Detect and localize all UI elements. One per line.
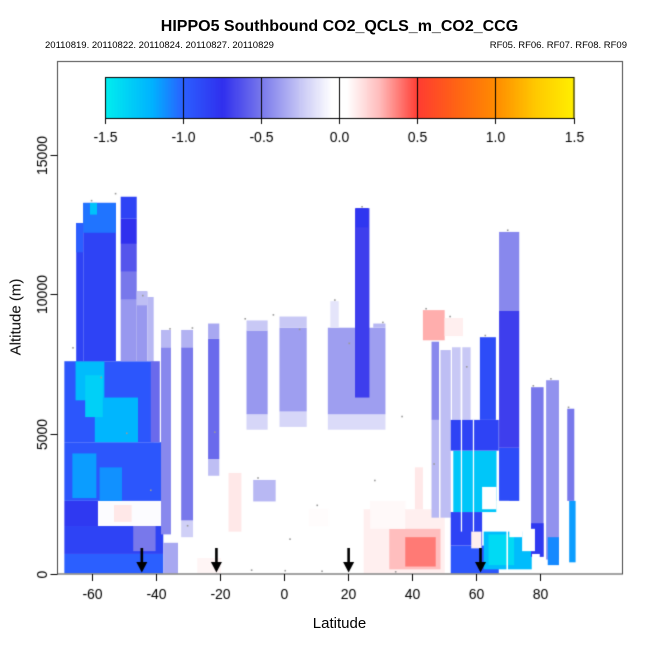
y-axis-title: Altitude (m)	[7, 278, 25, 356]
subtitle-flights: RF05. RF06. RF07. RF08. RF09	[489, 40, 627, 51]
x-axis-title: Latitude	[312, 615, 367, 632]
subtitle-dates: 20110819. 20110822. 20110824. 20110827. …	[45, 40, 274, 51]
page-title: HIPPO5 Southbound CO2_QCLS_m_CO2_CCG	[160, 18, 519, 35]
